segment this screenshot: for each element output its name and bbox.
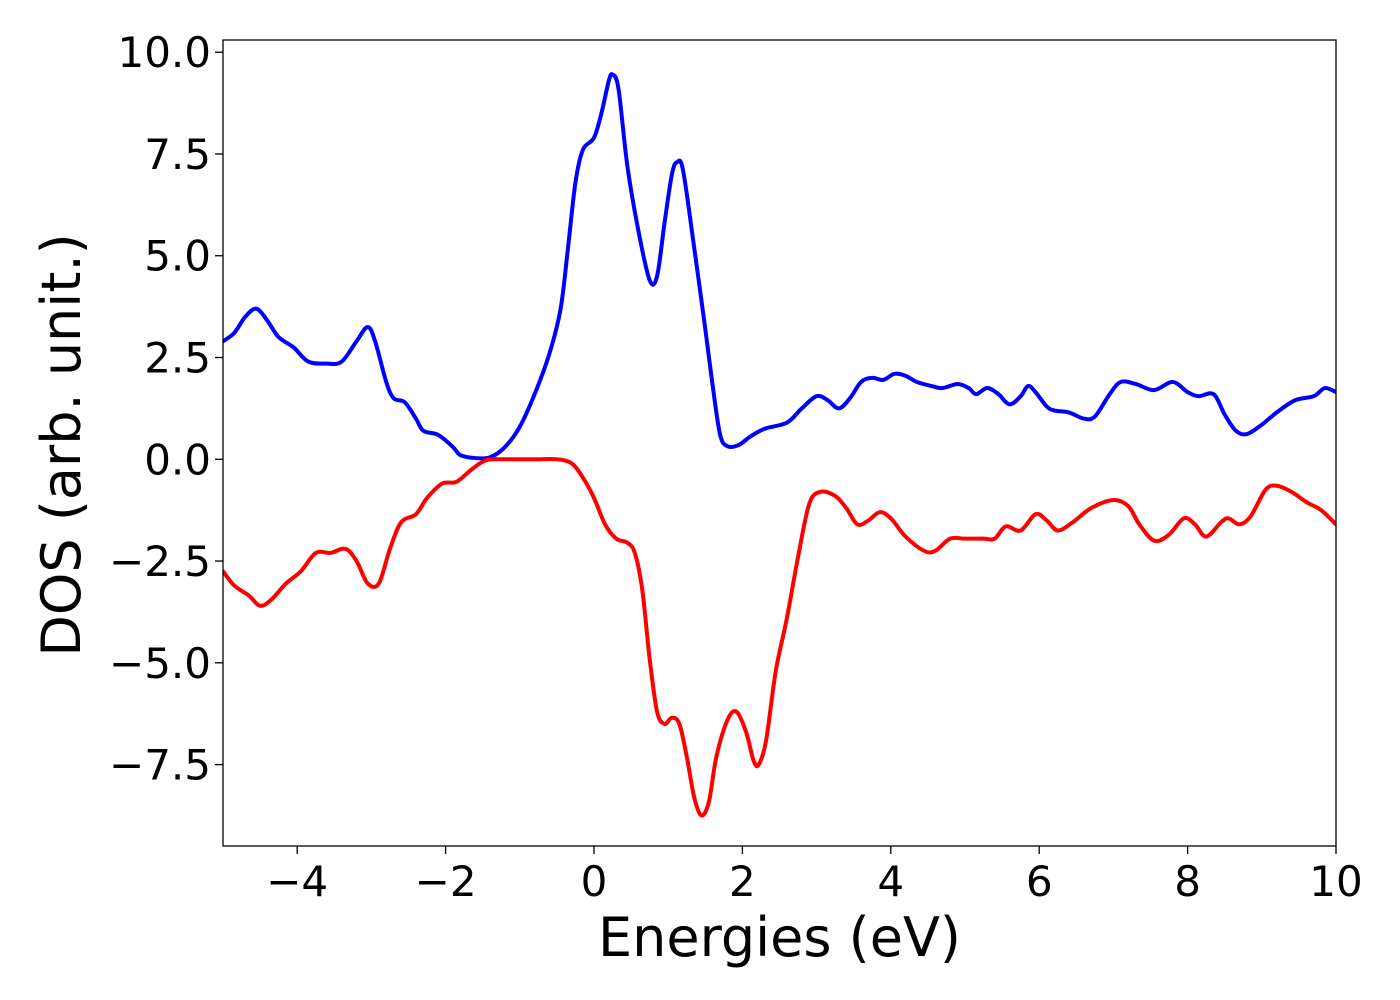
x-tick-label: 6 [1026,857,1053,906]
series-line-2 [223,456,1336,818]
x-axis-title: Energies (eV) [598,906,961,969]
x-tick-label: −2 [415,857,477,906]
x-tick-label: 0 [581,857,608,906]
axes-frame [222,39,1337,847]
y-axis-title: DOS (arb. unit.) [30,233,93,656]
x-tick-label: 10 [1309,857,1362,906]
y-tick-label: −2.5 [109,537,211,586]
y-tick-label: −5.0 [109,639,211,688]
plot-area [223,72,1336,818]
x-axis: −4 −2 0 2 4 6 8 10 [266,846,1363,906]
y-tick-label: −7.5 [109,741,211,790]
x-tick-label: 4 [877,857,904,906]
x-tick-label: 8 [1174,857,1201,906]
x-tick-label: −4 [266,857,328,906]
y-tick-label: 0.0 [144,435,211,484]
y-axis: 10.0 7.5 5.0 2.5 0.0 −2.5 −5.0 −7.5 [109,28,223,790]
series-line-1 [223,72,1336,461]
y-tick-label: 2.5 [144,334,211,383]
x-tick-label: 2 [729,857,756,906]
y-tick-label: 7.5 [144,130,211,179]
y-tick-label: 10.0 [117,28,211,77]
y-tick-label: 5.0 [144,232,211,281]
